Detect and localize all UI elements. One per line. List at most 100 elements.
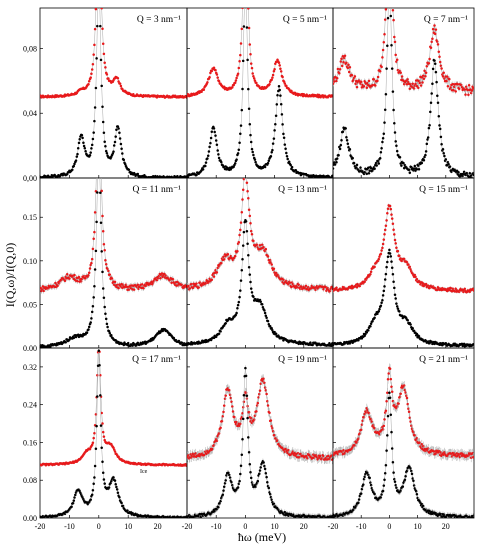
data-point-lower: [287, 160, 291, 164]
data-point-lower: [270, 151, 273, 154]
data-point-upper: [110, 277, 114, 280]
data-point-upper: [436, 43, 440, 46]
data-point-lower: [381, 294, 385, 297]
data-point-upper: [101, 42, 105, 45]
data-point-upper: [438, 55, 441, 58]
data-point-lower: [241, 257, 244, 261]
data-point-lower: [93, 268, 97, 271]
x-tick-label: 0: [97, 522, 101, 531]
data-point-lower: [238, 141, 241, 145]
data-point-upper: [197, 286, 200, 289]
data-point-upper: [216, 76, 219, 79]
data-point-lower: [119, 142, 123, 146]
data-point-upper: [249, 53, 252, 56]
data-point-lower: [402, 161, 405, 165]
data-point-upper: [345, 61, 348, 65]
data-point-lower: [239, 289, 242, 292]
data-point-lower: [333, 163, 337, 166]
data-point-lower: [276, 93, 279, 97]
data-point-lower: [422, 159, 426, 162]
data-point-upper: [65, 273, 69, 276]
data-point-upper: [408, 265, 412, 269]
data-point-upper: [304, 284, 308, 288]
data-point-upper: [399, 71, 402, 74]
data-point-lower: [389, 255, 393, 258]
data-point-upper: [93, 230, 96, 234]
data-point-lower: [180, 341, 184, 344]
data-point-upper: [433, 32, 437, 36]
data-point-lower: [430, 92, 433, 95]
data-point-lower: [102, 296, 106, 300]
data-point-lower: [65, 173, 69, 176]
data-point-upper: [73, 273, 76, 277]
data-point-lower: [409, 323, 412, 326]
data-point-upper: [342, 61, 345, 64]
data-point-lower: [104, 144, 107, 148]
data-point-upper: [394, 53, 397, 57]
data-point-lower: [117, 127, 120, 130]
data-point-lower: [335, 160, 338, 164]
data-point-lower: [195, 173, 198, 177]
y-tick-label: 0.16: [23, 438, 37, 447]
data-point-upper: [290, 285, 293, 289]
data-point-upper: [359, 80, 363, 83]
data-point-upper: [188, 287, 192, 290]
data-point-upper: [386, 212, 389, 215]
data-point-upper: [428, 57, 431, 61]
data-point-upper: [233, 254, 237, 258]
data-point-lower: [99, 58, 103, 62]
data-point-lower: [424, 153, 427, 157]
data-point-lower: [280, 113, 284, 116]
panel-q-5: Q = 15 nm⁻¹: [332, 177, 475, 349]
data-point-upper: [220, 261, 223, 265]
data-layer: [333, 8, 474, 178]
data-point-upper: [271, 73, 275, 77]
data-point-lower: [241, 244, 245, 247]
data-point-upper: [100, 189, 103, 193]
data-point-upper: [452, 89, 455, 92]
y-tick-label: 0.32: [23, 363, 37, 372]
data-point-lower: [382, 289, 386, 293]
data-point-upper: [418, 81, 421, 85]
data-point-lower: [283, 143, 287, 146]
data-point-upper: [92, 53, 95, 56]
panel-q-3: 0.00 0.05 0.10 0.15 Q = 11 nm⁻¹: [23, 109, 188, 353]
data-point-upper: [238, 233, 241, 237]
data-point-upper: [463, 88, 467, 91]
data-point-lower: [345, 138, 349, 142]
panel-q-label: Q = 3 nm⁻¹: [137, 15, 181, 25]
data-point-lower: [248, 122, 252, 126]
data-point-upper: [347, 70, 351, 74]
data-point-upper: [347, 63, 350, 66]
data-point-upper: [386, 207, 390, 211]
data-point-lower: [365, 331, 369, 334]
data-point-upper: [236, 72, 240, 75]
data-point-lower: [444, 158, 448, 161]
data-point-lower: [424, 150, 428, 153]
data-layer: [187, 178, 333, 348]
data-point-upper: [255, 81, 258, 85]
data-point-lower: [394, 140, 397, 143]
data-point-upper: [87, 83, 90, 86]
data-point-upper: [272, 267, 276, 270]
data-point-upper: [467, 84, 471, 87]
data-point-upper: [104, 258, 107, 262]
data-point-upper: [97, 109, 100, 112]
data-point-upper: [249, 62, 253, 65]
data-point-lower: [378, 307, 381, 311]
data-point-lower: [236, 306, 239, 310]
data-point-lower: [379, 304, 383, 308]
data-point-upper: [383, 18, 387, 21]
data-point-lower: [380, 301, 383, 304]
y-tick-label: 0.00: [23, 514, 37, 523]
data-point-lower: [369, 325, 372, 328]
data-point-lower: [74, 159, 78, 162]
data-point-lower: [359, 166, 362, 169]
data-point-lower: [136, 172, 140, 176]
data-point-upper: [390, 213, 393, 216]
data-point-upper: [445, 75, 449, 78]
data-point-upper: [235, 76, 238, 80]
data-point-lower: [393, 293, 397, 297]
data-point-lower: [263, 311, 267, 315]
